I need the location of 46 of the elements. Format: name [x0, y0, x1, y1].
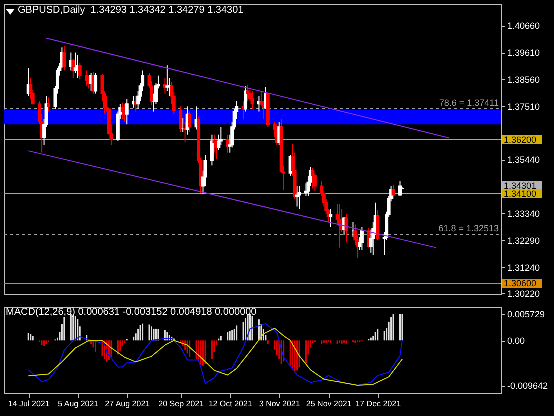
x-tick-label: 3 Nov 2021 — [259, 400, 301, 408]
candlestick — [188, 111, 192, 133]
ref-line-label: 1.36200 — [504, 135, 537, 146]
y-tick-label: 1.30220 — [508, 288, 540, 299]
chart-title: MACD(12,26,9) 0.000631 -0.003152 0.004918 0.000000 — [6, 307, 257, 318]
candlestick — [298, 186, 302, 210]
ref-line-label: 1.30600 — [504, 278, 537, 289]
chart-title: GBPUSD,Daily 1.34293 1.34342 1.34279 1.34301 — [18, 5, 244, 16]
ref-line-label: 1.34100 — [504, 188, 537, 199]
candlestick — [311, 168, 315, 190]
candlestick — [179, 106, 183, 133]
candlestick — [376, 210, 380, 241]
ref-line-label: 61.8 = 1.32513 — [438, 224, 499, 234]
x-tick-label: 12 Oct 2021 — [208, 400, 253, 408]
candlestick — [392, 184, 396, 200]
y-tick-label: 0.00 — [508, 336, 526, 346]
y-tick-label: 1.39610 — [508, 48, 540, 58]
text: 1.34301 — [504, 180, 537, 191]
candlestick — [47, 97, 51, 112]
x-tick-label: 14 Jul 2021 — [8, 400, 50, 408]
y-tick-label: 1.38560 — [508, 74, 540, 85]
x-tick-label: 25 Nov 2021 — [306, 400, 352, 408]
y-tick-label: 1.40660 — [508, 21, 540, 32]
y-tick-label: 0.005729 — [508, 309, 546, 320]
y-tick-label: -0.009642 — [508, 381, 548, 392]
y-tick-label: 1.37510 — [508, 102, 540, 112]
candlestick — [72, 58, 76, 79]
y-tick-label: 1.32290 — [508, 236, 540, 246]
x-tick-label: 5 Aug 2021 — [58, 400, 100, 408]
x-tick-label: 17 Dec 2021 — [356, 400, 402, 408]
candlestick — [250, 90, 254, 110]
candlestick — [296, 186, 300, 208]
candlestick — [244, 86, 248, 112]
candlestick — [85, 70, 89, 87]
y-tick-label: 1.33340 — [508, 208, 540, 219]
candlestick — [125, 98, 129, 126]
candlestick — [210, 134, 214, 166]
candlestick — [94, 72, 98, 94]
ref-line-label: 78.6 = 1.37411 — [439, 98, 499, 108]
x-tick-label: 27 Aug 2021 — [105, 400, 151, 408]
candlestick — [360, 226, 364, 251]
x-tick-label: 20 Sep 2021 — [158, 400, 205, 408]
y-tick-label: 1.31240 — [508, 262, 540, 273]
candlestick — [344, 214, 348, 244]
candlestick — [78, 62, 82, 80]
y-tick-label: 1.35440 — [508, 155, 540, 166]
